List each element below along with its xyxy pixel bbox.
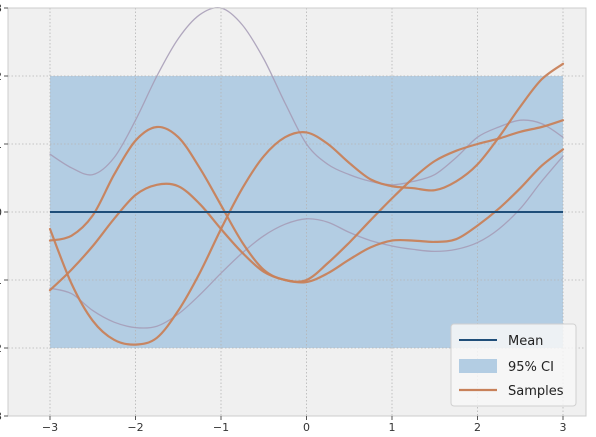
y-tick-label: 1 xyxy=(0,138,2,151)
sample-line-2 xyxy=(49,155,564,329)
legend-box xyxy=(450,323,577,407)
sample-line-4 xyxy=(48,119,565,283)
x-tick-label: 3 xyxy=(560,421,567,434)
sample-line-3 xyxy=(48,148,565,292)
y-tick-label: −1 xyxy=(0,274,2,287)
axis-ticks: −3 −2 −1 0 1 2 3 −3 −2 −1 0 1 2 3 xyxy=(0,2,567,434)
y-tick-label: −2 xyxy=(0,342,2,355)
legend-samples-label: Samples xyxy=(508,384,564,399)
sample-lines xyxy=(48,6,565,346)
legend-ci-label: 95% CI xyxy=(508,360,554,375)
x-tick-label: −1 xyxy=(213,421,229,434)
sample-line-1 xyxy=(49,6,564,186)
legend: Mean 95% CI Samples xyxy=(450,323,577,407)
y-tick-label: −3 xyxy=(0,410,2,423)
sample-line-5 xyxy=(48,62,565,346)
y-tick-label: 0 xyxy=(0,206,2,219)
x-tick-label: 1 xyxy=(389,421,396,434)
legend-mean-label: Mean xyxy=(508,334,543,349)
x-tick-label: −2 xyxy=(127,421,143,434)
y-tick-label: 3 xyxy=(0,2,2,15)
x-tick-label: −3 xyxy=(42,421,58,434)
x-tick-label: 2 xyxy=(474,421,481,434)
x-tick-label: 0 xyxy=(303,421,310,434)
legend-ci-swatch xyxy=(459,359,497,373)
y-tick-label: 2 xyxy=(0,70,2,83)
